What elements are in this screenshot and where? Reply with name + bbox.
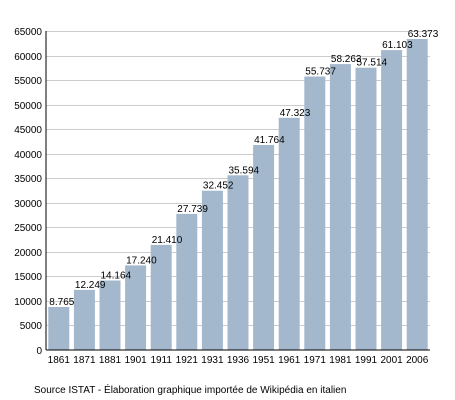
x-tick-labels: 1861 1871 1881 1901 1911 1921 1931 1936 1951 1961… xyxy=(48,355,429,366)
data-label: 32.452 xyxy=(203,181,234,192)
data-label: 58.263 xyxy=(331,54,362,65)
bar xyxy=(355,67,377,350)
x-tick-label: 1931 xyxy=(201,355,224,366)
bar xyxy=(304,76,326,350)
data-label: 12.249 xyxy=(75,280,106,291)
bars xyxy=(48,39,428,350)
bar xyxy=(99,280,121,350)
bar xyxy=(278,117,300,350)
y-tick-label: 15000 xyxy=(14,272,42,283)
x-tick-label: 1901 xyxy=(124,355,147,366)
source-note: Source ISTAT - Élaboration graphique imp… xyxy=(34,383,346,396)
x-tick-label: 1871 xyxy=(73,355,96,366)
axes xyxy=(45,31,430,351)
y-tick-label: 45000 xyxy=(14,125,42,136)
y-tick-label: 20000 xyxy=(14,248,42,259)
bar xyxy=(125,265,147,350)
data-label: 21.410 xyxy=(152,235,183,246)
bar xyxy=(48,307,70,350)
data-label: 27.739 xyxy=(177,204,208,215)
y-tick-label: 40000 xyxy=(14,150,42,161)
y-tick-labels: 0 5000 10000 15000 20000 25000 30000 35000 40000… xyxy=(14,27,42,357)
x-tick-label: 1861 xyxy=(48,355,71,366)
y-tick-label: 30000 xyxy=(14,199,42,210)
data-label: 35.594 xyxy=(229,165,260,176)
x-tick-label: 1911 xyxy=(150,355,172,366)
y-tick-label: 35000 xyxy=(14,174,42,185)
bar xyxy=(406,39,428,350)
x-tick-label: 1881 xyxy=(99,355,122,366)
y-tick-label: 60000 xyxy=(14,52,42,63)
y-tick-label: 55000 xyxy=(14,76,42,87)
data-label: 55.737 xyxy=(305,67,336,78)
bar xyxy=(176,213,198,350)
data-label: 41.764 xyxy=(254,135,285,146)
bar xyxy=(227,175,249,350)
x-tick-label: 1936 xyxy=(227,355,250,366)
x-tick-label: 1961 xyxy=(278,355,301,366)
y-tick-label: 25000 xyxy=(14,223,42,234)
x-tick-label: 2001 xyxy=(380,355,403,366)
data-label: 57.514 xyxy=(357,58,388,69)
bar xyxy=(201,190,223,350)
x-tick-label: 1921 xyxy=(176,355,199,366)
data-label: 61.103 xyxy=(382,40,413,51)
y-tick-label: 65000 xyxy=(14,27,42,38)
bar xyxy=(253,145,275,350)
y-tick-label: 5000 xyxy=(20,321,43,332)
data-label: 8.765 xyxy=(49,297,74,308)
y-tick-label: 50000 xyxy=(14,101,42,112)
y-tick-label: 10000 xyxy=(14,297,42,308)
bar xyxy=(329,64,351,350)
data-label: 47.323 xyxy=(280,108,311,119)
bar xyxy=(73,289,95,350)
x-tick-label: 1951 xyxy=(252,355,275,366)
x-tick-label: 1981 xyxy=(329,355,352,366)
x-tick-label: 1991 xyxy=(355,355,378,366)
bar xyxy=(150,244,172,350)
y-tick-label: 0 xyxy=(36,346,42,357)
data-label: 14.164 xyxy=(101,271,132,282)
x-tick-label: 1971 xyxy=(304,355,327,366)
data-label: 63.373 xyxy=(408,29,439,40)
bar xyxy=(381,50,403,350)
data-label: 17.240 xyxy=(126,255,157,266)
x-tick-label: 2006 xyxy=(406,355,429,366)
